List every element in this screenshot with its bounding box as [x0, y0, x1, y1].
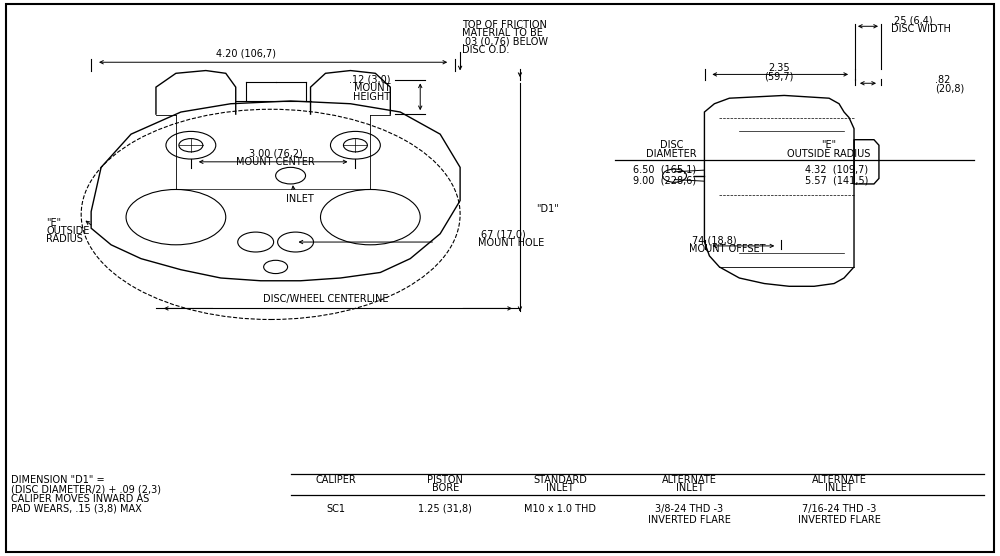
Text: SC1: SC1	[326, 504, 345, 514]
Text: 7/16-24 THD -3: 7/16-24 THD -3	[802, 504, 876, 514]
Text: 1.25 (31,8): 1.25 (31,8)	[418, 504, 472, 514]
Text: INVERTED FLARE: INVERTED FLARE	[798, 515, 880, 525]
Text: ALTERNATE: ALTERNATE	[662, 475, 717, 485]
Text: DISC: DISC	[660, 140, 683, 150]
Text: .12 (3,0): .12 (3,0)	[349, 75, 390, 85]
Text: MOUNT OFFSET: MOUNT OFFSET	[689, 244, 766, 254]
Text: "E": "E"	[46, 218, 61, 227]
Text: 6.50  (165,1): 6.50 (165,1)	[633, 164, 696, 174]
Text: RADIUS: RADIUS	[46, 234, 83, 244]
Text: DIMENSION "D1" =: DIMENSION "D1" =	[11, 475, 105, 485]
Text: BORE: BORE	[432, 483, 459, 493]
Text: INLET: INLET	[546, 483, 574, 493]
Text: PAD WEARS, .15 (3,8) MAX: PAD WEARS, .15 (3,8) MAX	[11, 503, 142, 513]
Text: 9.00  (228,6): 9.00 (228,6)	[633, 175, 696, 185]
Text: (DISC DIAMETER/2) + .09 (2,3): (DISC DIAMETER/2) + .09 (2,3)	[11, 484, 161, 494]
Text: MOUNT CENTER: MOUNT CENTER	[236, 157, 315, 167]
Text: M10 x 1.0 THD: M10 x 1.0 THD	[524, 504, 596, 514]
Text: .74 (18,8): .74 (18,8)	[689, 235, 737, 245]
Text: DIAMETER: DIAMETER	[646, 148, 697, 158]
Text: PISTON: PISTON	[427, 475, 463, 485]
Text: CALIPER MOVES INWARD AS: CALIPER MOVES INWARD AS	[11, 494, 150, 504]
Text: "D1": "D1"	[536, 204, 559, 214]
Text: OUTSIDE: OUTSIDE	[46, 226, 90, 236]
Text: INLET: INLET	[825, 483, 853, 493]
Text: .67 (17,0): .67 (17,0)	[478, 230, 526, 240]
Text: STANDARD: STANDARD	[533, 475, 587, 485]
Text: 3/8-24 THD -3: 3/8-24 THD -3	[655, 504, 724, 514]
Text: DISC O.D.: DISC O.D.	[462, 44, 509, 54]
Text: DISC/WHEEL CENTERLINE: DISC/WHEEL CENTERLINE	[263, 294, 388, 304]
Text: 4.20 (106,7): 4.20 (106,7)	[216, 49, 276, 59]
Text: TOP OF FRICTION: TOP OF FRICTION	[462, 19, 547, 29]
Text: (59,7): (59,7)	[765, 71, 794, 81]
Text: MATERIAL TO BE: MATERIAL TO BE	[462, 28, 543, 38]
Text: INLET: INLET	[676, 483, 703, 493]
Text: OUTSIDE RADIUS: OUTSIDE RADIUS	[787, 148, 871, 158]
Text: (20,8): (20,8)	[935, 84, 964, 94]
Text: .82: .82	[935, 76, 950, 86]
Text: 3.00 (76,2): 3.00 (76,2)	[249, 148, 303, 158]
Text: .03 (0,76) BELOW: .03 (0,76) BELOW	[462, 36, 548, 46]
Text: MOUNT: MOUNT	[354, 83, 390, 93]
Text: 4.32  (109,7): 4.32 (109,7)	[805, 164, 869, 174]
Text: MOUNT HOLE: MOUNT HOLE	[478, 238, 544, 248]
Text: DISC WIDTH: DISC WIDTH	[891, 24, 951, 34]
Text: HEIGHT: HEIGHT	[353, 92, 390, 102]
Text: ALTERNATE: ALTERNATE	[812, 475, 866, 485]
Text: "E": "E"	[822, 140, 837, 150]
Text: 5.57  (141,5): 5.57 (141,5)	[805, 175, 869, 185]
Text: .25 (6,4): .25 (6,4)	[891, 16, 933, 26]
Text: CALIPER: CALIPER	[315, 475, 356, 485]
Text: INVERTED FLARE: INVERTED FLARE	[648, 515, 731, 525]
Text: 2.35: 2.35	[768, 63, 790, 73]
Text: INLET: INLET	[286, 194, 313, 204]
